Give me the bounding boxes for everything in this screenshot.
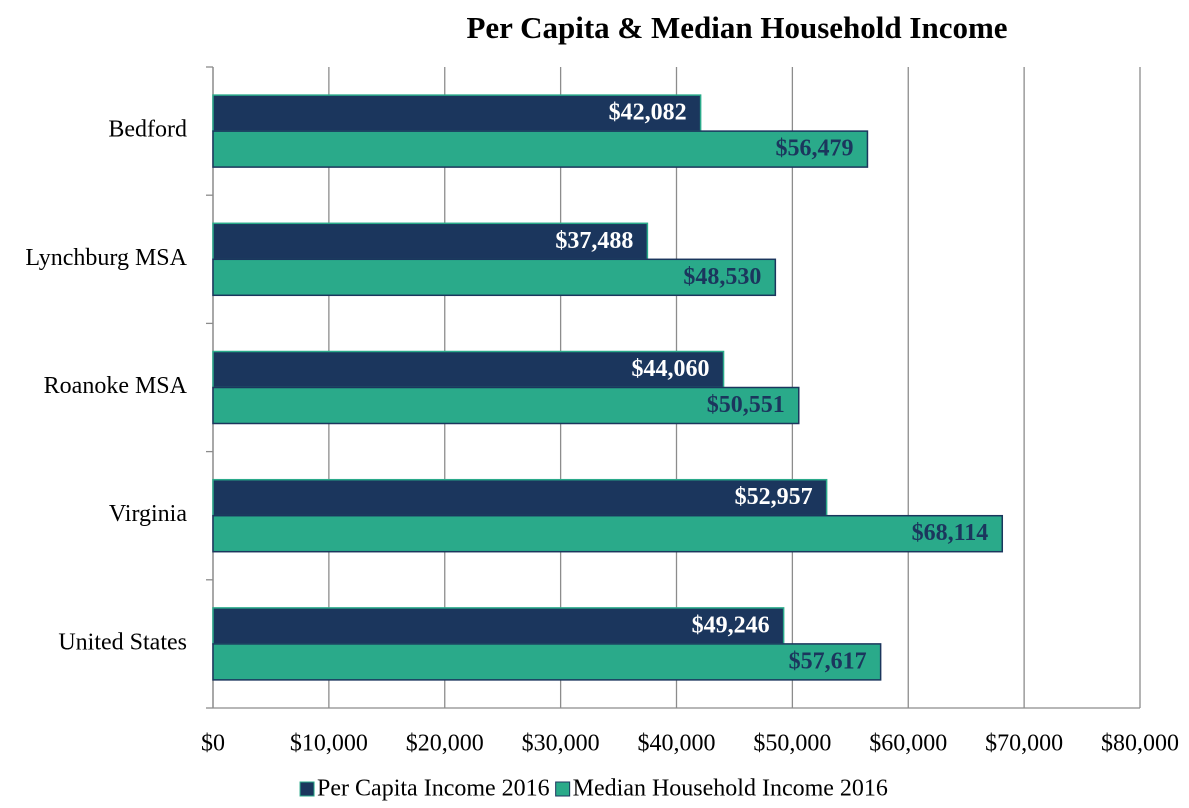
x-tick-label: $40,000	[638, 731, 716, 757]
y-tick-label: Roanoke MSA	[44, 373, 188, 399]
chart-title: Per Capita & Median Household Income	[466, 10, 1007, 45]
data-label: $57,617	[789, 648, 867, 674]
data-label: $56,479	[775, 136, 853, 162]
bar	[212, 258, 777, 297]
x-tick-label: $30,000	[522, 731, 600, 757]
data-label: $44,060	[632, 356, 710, 382]
y-tick-label: Lynchburg MSA	[25, 245, 187, 271]
legend-swatch	[555, 781, 571, 797]
y-tick-label: United States	[58, 629, 187, 655]
x-tick-label: $10,000	[290, 731, 368, 757]
x-tick-label: $70,000	[985, 731, 1063, 757]
data-label: $50,551	[707, 392, 785, 418]
bar	[212, 130, 869, 168]
bar	[212, 386, 800, 425]
y-tick-label: Bedford	[108, 117, 187, 143]
data-label: $52,957	[735, 484, 813, 510]
bar	[212, 514, 1004, 553]
bar	[212, 607, 785, 645]
bar	[212, 643, 882, 681]
x-tick-label: $0	[201, 731, 225, 757]
data-label: $49,246	[692, 612, 770, 638]
bar	[212, 478, 828, 517]
data-label: $37,488	[555, 228, 633, 254]
legend-label: Median Household Income 2016	[573, 776, 888, 802]
x-tick-label: $50,000	[753, 731, 831, 757]
data-label: $48,530	[683, 264, 761, 290]
x-tick-label: $60,000	[869, 731, 947, 757]
data-label: $42,082	[609, 100, 687, 126]
legend-swatch	[299, 781, 315, 797]
data-label: $68,114	[912, 520, 989, 546]
legend-label: Per Capita Income 2016	[317, 776, 550, 802]
bar	[212, 350, 725, 389]
x-tick-label: $20,000	[406, 731, 484, 757]
legend: Per Capita Income 2016 Median Household I…	[299, 776, 888, 802]
x-tick-label: $80,000	[1101, 731, 1179, 757]
bar	[212, 94, 702, 132]
bar	[212, 222, 649, 261]
y-tick-label: Virginia	[109, 501, 187, 527]
